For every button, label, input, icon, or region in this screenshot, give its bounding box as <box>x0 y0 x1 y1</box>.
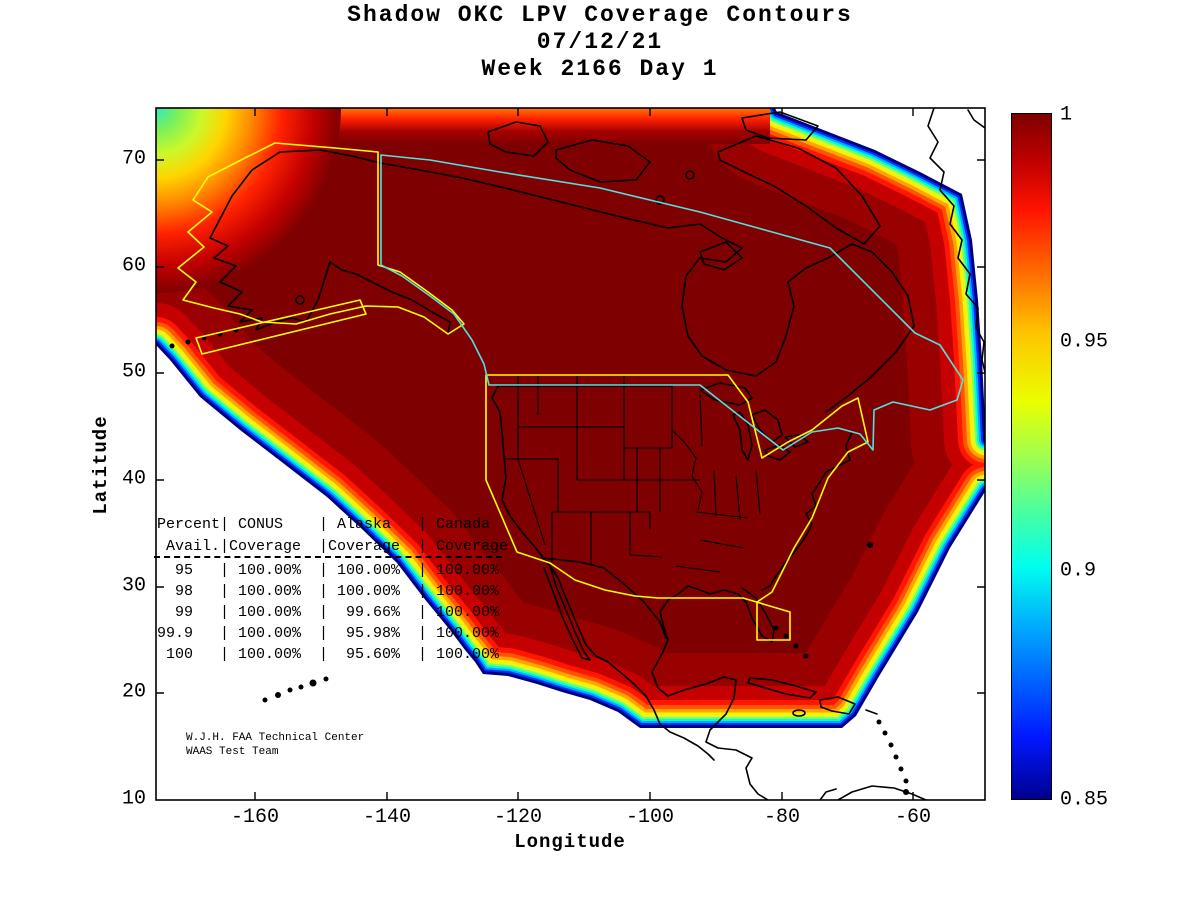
island-dots <box>169 327 909 795</box>
canada-service-boundary <box>380 154 964 451</box>
coverage-table-header-row: Percent| CONUS | Alaska | Canada <box>157 516 491 533</box>
coastlines <box>209 108 985 800</box>
greenland-corner <box>967 109 985 129</box>
antilles-island <box>882 730 888 736</box>
victoria-island <box>555 139 651 183</box>
aleutian-island <box>185 339 191 345</box>
x-tick-label: -60 <box>894 806 931 829</box>
antilles-island <box>888 742 894 748</box>
bahamas-island <box>793 643 799 649</box>
y-tick-label: 50 <box>121 360 146 384</box>
hawaii-island <box>275 692 281 698</box>
state-boundaries <box>503 375 761 573</box>
antilles-island <box>903 778 909 784</box>
antilles-island <box>898 766 904 772</box>
colorbar-tick-label: 0.95 <box>1060 330 1109 354</box>
pacific-coast <box>491 385 715 761</box>
x-tick-label: -80 <box>763 806 800 829</box>
y-tick-label: 20 <box>121 680 146 704</box>
chart-date: 07/12/21 <box>536 29 664 55</box>
baffin-island <box>717 135 881 245</box>
coverage-table-separator <box>154 556 502 558</box>
chart-week-day: Week 2166 Day 1 <box>481 56 719 82</box>
colorbar-tick-label: 1 <box>1060 103 1073 127</box>
gulf-coast <box>651 585 775 800</box>
colorbar <box>1011 113 1052 800</box>
coverage-table-row: 95 | 100.00% | 100.00% | 100.00% <box>157 562 500 579</box>
coverage-table-header-row: Avail.|Coverage |Coverage | Coverage <box>157 538 509 555</box>
us-mexico-border <box>541 557 667 639</box>
us-east-coast <box>761 431 853 591</box>
bahamas-island <box>783 633 789 639</box>
hawaii-island <box>287 687 293 693</box>
puerto-rico <box>865 709 878 715</box>
x-tick-label: -120 <box>493 806 542 829</box>
x-tick-label: -140 <box>362 806 411 829</box>
trinidad <box>903 789 909 795</box>
kodiak-island <box>295 295 305 305</box>
hawaii-island <box>309 679 317 687</box>
x-axis-label: Longitude <box>514 831 626 853</box>
antilles-island <box>893 754 899 760</box>
aleutian-service-boundary <box>195 299 367 355</box>
alaska-coast <box>209 237 451 335</box>
plot-border <box>155 107 986 801</box>
baja-peninsula <box>543 565 591 661</box>
hawaii-island <box>262 697 268 703</box>
bahamas-island <box>803 653 809 659</box>
cuba <box>747 677 817 699</box>
greenland-coast <box>927 108 985 373</box>
lake-superior <box>699 382 753 406</box>
y-tick-label: 10 <box>121 787 146 811</box>
colorbar-tick-label: 0.85 <box>1060 788 1109 812</box>
y-tick-label: 70 <box>121 147 146 171</box>
hawaii-island <box>298 684 304 690</box>
y-tick-label: 40 <box>121 467 146 491</box>
lake-huron <box>751 409 783 443</box>
attribution-line1: W.J.H. FAA Technical Center <box>186 732 365 744</box>
coverage-table-row: 98 | 100.00% | 100.00% | 100.00% <box>157 583 500 600</box>
y-tick-label: 60 <box>121 254 146 278</box>
alaska-service-boundary <box>177 142 465 335</box>
y-axis-label: Latitude <box>90 415 112 515</box>
aleutian-island <box>169 343 175 349</box>
arctic-islet <box>685 170 695 180</box>
coverage-table-row: 99 | 100.00% | 99.66% | 100.00% <box>157 604 500 621</box>
conus-service-boundary <box>485 374 869 641</box>
southampton-island <box>699 241 743 271</box>
corner-gradient <box>156 108 341 293</box>
south-america-coast <box>837 785 927 800</box>
jamaica <box>792 709 806 717</box>
arctic-coast <box>209 149 743 249</box>
plot-frame <box>155 107 986 801</box>
hispaniola <box>819 696 856 715</box>
attribution-line2: WAAS Test Team <box>186 746 279 758</box>
lake-michigan <box>732 411 753 461</box>
banks-island <box>487 121 549 157</box>
st-lawrence-coast <box>825 325 915 413</box>
colorbar-tick-label: 0.9 <box>1060 559 1097 583</box>
axis-ticks <box>156 108 985 800</box>
arctic-islet <box>655 195 665 205</box>
y-tick-label: 30 <box>121 574 146 598</box>
lake-ontario <box>784 434 809 448</box>
bahamas-island <box>773 625 779 631</box>
x-tick-label: -160 <box>230 806 279 829</box>
x-tick-label: -100 <box>625 806 674 829</box>
coverage-table-row: 99.9 | 100.00% | 95.98% | 100.00% <box>157 625 500 642</box>
chart-title: Shadow OKC LPV Coverage Contours <box>347 2 853 28</box>
coverage-table-row: 100 | 100.00% | 95.60% | 100.00% <box>157 646 500 663</box>
ellesmere-island <box>741 111 819 141</box>
hudson-bay-coast <box>681 243 915 377</box>
colombia-coast <box>819 788 837 800</box>
bermuda <box>867 542 873 548</box>
service-volume-boundaries <box>177 142 964 641</box>
hawaii-island <box>323 676 329 682</box>
antilles-island <box>876 719 882 725</box>
